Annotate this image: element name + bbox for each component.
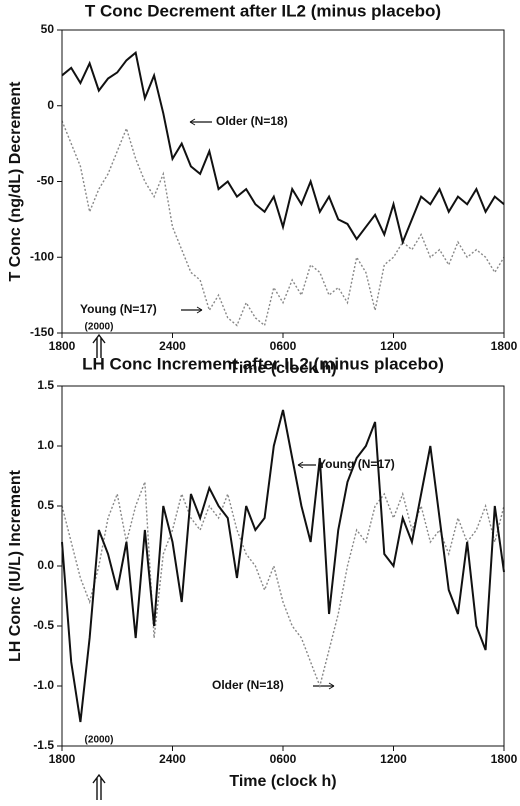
line-series [61, 50, 505, 246]
arrow-head [328, 682, 335, 690]
x-tick-label: 2400 [159, 339, 186, 353]
double-arrow [92, 333, 106, 358]
y-tick-label: -150 [30, 325, 54, 339]
y-axis-label: T Conc (ng/dL) Decrement [7, 81, 24, 282]
series-label: Older (N=18) [216, 114, 288, 128]
arrow-head [297, 461, 304, 469]
x-axis-label: Time (clock h) [229, 360, 336, 377]
x-tick-label: 2400 [159, 752, 186, 766]
chart-title: T Conc Decrement after IL2 (minus placeb… [85, 1, 441, 20]
x-axis-label: Time (clock h) [229, 773, 336, 790]
series-label: Young (N=17) [318, 457, 395, 471]
y-tick-label: -1.5 [33, 738, 54, 752]
y-tick-label: -1.0 [33, 678, 54, 692]
annotation: (2000) [85, 322, 114, 333]
annotation: (2000) [85, 735, 114, 746]
x-tick-label: 1200 [380, 339, 407, 353]
line-series [61, 120, 505, 327]
x-tick-label: 1200 [380, 752, 407, 766]
y-tick-label: 0.5 [37, 498, 54, 512]
x-tick-label: 0600 [270, 339, 297, 353]
plot-frame [61, 29, 505, 334]
plot-frame [61, 385, 505, 747]
y-tick-label: -100 [30, 249, 54, 263]
series-label: Older (N=18) [212, 678, 284, 692]
y-tick-label: -0.5 [33, 618, 54, 632]
arrow-head [189, 118, 196, 126]
arrow-head [196, 306, 203, 314]
y-tick-label: 0.0 [37, 558, 54, 572]
y-tick-label: -50 [37, 174, 55, 188]
y-tick-label: 0 [47, 98, 54, 112]
x-tick-label: 1800 [49, 339, 76, 353]
y-tick-label: 1.5 [37, 378, 54, 392]
line-series [61, 481, 505, 689]
y-tick-label: 1.0 [37, 438, 54, 452]
y-axis-label: LH Conc (IU/L) Increment [7, 469, 24, 662]
x-tick-label: 1800 [491, 339, 518, 353]
line-series [61, 409, 505, 723]
x-tick-label: 1800 [49, 752, 76, 766]
chart-title: LH Conc Increment after IL2 (minus place… [82, 354, 444, 373]
double-arrow [92, 773, 106, 800]
series-label: Young (N=17) [80, 302, 157, 316]
x-tick-label: 0600 [270, 752, 297, 766]
y-tick-label: 50 [41, 22, 55, 36]
x-tick-label: 1800 [491, 752, 518, 766]
